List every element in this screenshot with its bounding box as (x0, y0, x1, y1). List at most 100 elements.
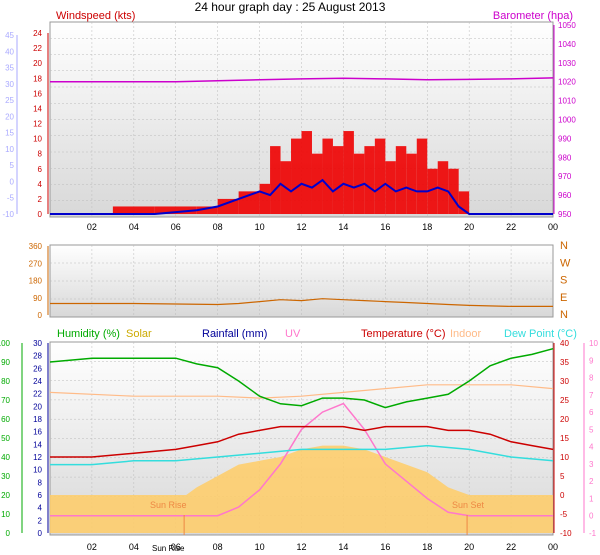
uv-tick: 4 (589, 443, 594, 452)
windspeed-blue-tick: 35 (5, 64, 14, 73)
panel3-series (49, 347, 554, 535)
windspeed-red-tick: 10 (33, 135, 42, 144)
barometer-line (50, 77, 554, 83)
direction-compass-tick: E (560, 292, 567, 304)
rainfall-tick: 20 (33, 402, 42, 411)
direction-degree-tick: 270 (29, 259, 43, 268)
dewpoint-legend: Dew Point (°C) (504, 328, 577, 340)
windspeed-blue-tick: 20 (5, 112, 14, 121)
wind-gust-bar (154, 206, 197, 214)
rainfall-tick: 16 (33, 428, 42, 437)
sun-rise-label: Sun Rise (150, 500, 187, 510)
rainfall-tick: 10 (33, 466, 42, 475)
rainfall-tick: 24 (33, 377, 42, 386)
humidity-tick: 40 (1, 453, 10, 462)
uv-tick: 5 (589, 425, 594, 434)
solar-area (50, 445, 553, 533)
x-tick-label: 12 (296, 542, 306, 552)
windspeed-red-tick: 18 (33, 74, 42, 83)
direction-degree-tick: 90 (33, 294, 42, 303)
x-tick-label: 08 (213, 542, 223, 552)
uv-ticks: -1 0 1 2 3 4 5 6 7 8 9 10 (583, 339, 598, 538)
windspeed-red-tick: 6 (38, 165, 43, 174)
panel3-x-ticks: 02 04 06 08 10 12 14 16 18 20 22 00 (87, 542, 558, 552)
windspeed-barometer-panel: Windspeed (kts) Barometer (hpa) -10 -5 0 5 1… (2, 10, 576, 232)
panel1-series (50, 77, 554, 215)
uv-tick: 1 (589, 494, 594, 503)
rainfall-tick: 28 (33, 352, 42, 361)
humidity-ticks: 0 10 20 30 40 50 60 70 80 90 100 (0, 339, 23, 538)
x-tick-label: 00 (548, 542, 558, 552)
uv-line (50, 402, 553, 517)
windspeed-blue-tick: 30 (5, 80, 14, 89)
temperature-tick: 25 (560, 396, 569, 405)
rainfall-tick: 6 (38, 491, 43, 500)
humidity-tick: 20 (1, 491, 10, 500)
temperature-tick: 10 (560, 453, 569, 462)
temperature-tick: -5 (560, 510, 568, 519)
wind-average-line (50, 178, 553, 215)
windspeed-red-tick: 12 (33, 120, 42, 129)
chart-title: 24 hour graph day : 25 August 2013 (195, 0, 386, 14)
rainfall-legend: Rainfall (mm) (202, 328, 267, 340)
barometer-axis-label: Barometer (hpa) (493, 10, 573, 22)
barometer-tick: 1020 (558, 78, 576, 87)
solar-legend: Solar (126, 328, 152, 340)
windspeed-red-tick: 20 (33, 59, 42, 68)
x-tick-label: 04 (129, 222, 139, 232)
direction-degree-tick: 0 (38, 311, 43, 320)
wind-gust-bar (270, 146, 281, 214)
rainfall-tick: 14 (33, 440, 42, 449)
temperature-tick: 30 (560, 377, 569, 386)
temperature-humidity-panel: Humidity (%) Solar Rainfall (mm) UV Temp… (0, 328, 598, 553)
wind-gust-bar (322, 138, 333, 214)
direction-compass-tick: S (560, 275, 567, 287)
temperature-tick: 15 (560, 434, 569, 443)
uv-tick: -1 (589, 529, 597, 538)
rainfall-tick: 12 (33, 453, 42, 462)
rainfall-tick: 18 (33, 415, 42, 424)
uv-tick: 2 (589, 477, 594, 486)
x-tick-label: 00 (548, 222, 558, 232)
humidity-tick: 80 (1, 377, 10, 386)
windspeed-blue-tick: 25 (5, 96, 14, 105)
indoor-legend: Indoor (450, 328, 482, 340)
windspeed-red-tick: 22 (33, 44, 42, 53)
windspeed-red-tick: 8 (38, 150, 43, 159)
x-tick-label: 20 (464, 222, 474, 232)
humidity-tick: 100 (0, 339, 11, 348)
rainfall-tick: 26 (33, 364, 42, 373)
windspeed-blue-tick: 5 (10, 161, 15, 170)
windspeed-blue-tick: 0 (10, 177, 15, 186)
panel1-grid (50, 22, 553, 217)
x-tick-label: 20 (464, 542, 474, 552)
wind-gust-bar (259, 183, 271, 214)
x-tick-label: 22 (506, 222, 516, 232)
x-tick-label: 22 (506, 542, 516, 552)
wind-gust-bar (343, 131, 354, 214)
wind-gust-bar (301, 131, 312, 214)
wind-gust-bar (374, 138, 386, 214)
wind-gust-bar (416, 138, 428, 214)
x-tick-label: 18 (422, 222, 432, 232)
humidity-tick: 30 (1, 472, 10, 481)
wind-gust-bar (364, 146, 375, 214)
uv-tick: 6 (589, 408, 594, 417)
x-tick-label: 06 (171, 222, 181, 232)
wind-gust-bar (112, 206, 155, 214)
humidity-tick: 90 (1, 358, 10, 367)
barometer-tick: 1000 (558, 116, 576, 125)
rainfall-tick: 8 (38, 478, 43, 487)
humidity-tick: 10 (1, 510, 10, 519)
wind-gust-bar (291, 138, 302, 214)
temperature-tick: 5 (560, 472, 565, 481)
x-tick-label: 10 (255, 222, 265, 232)
wind-gust-bar (217, 198, 239, 214)
uv-tick: 3 (589, 460, 594, 469)
wind-gust-bar (196, 206, 218, 214)
rainfall-tick: 30 (33, 339, 42, 348)
